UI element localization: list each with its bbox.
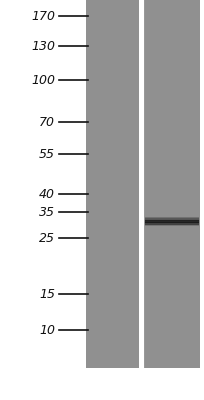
Text: 40: 40 — [39, 188, 55, 200]
Text: 70: 70 — [39, 116, 55, 128]
Text: 35: 35 — [39, 206, 55, 218]
Text: 100: 100 — [31, 74, 55, 86]
Text: 170: 170 — [31, 10, 55, 22]
Bar — [86, 0, 139, 368]
Text: 10: 10 — [39, 324, 55, 336]
Text: 130: 130 — [31, 40, 55, 52]
Text: 15: 15 — [39, 288, 55, 300]
Bar — [144, 0, 200, 368]
Text: 55: 55 — [39, 148, 55, 160]
Text: 25: 25 — [39, 232, 55, 244]
